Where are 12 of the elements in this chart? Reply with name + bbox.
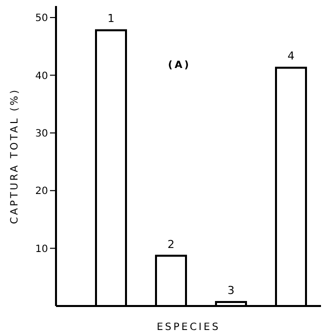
y-axis-title: CAPTURA TOTAL (%): [10, 88, 21, 224]
y-tick-label: 20: [35, 186, 48, 198]
y-tick-label: 10: [35, 244, 48, 255]
y-tick-label: 50: [35, 13, 48, 24]
y-tick-label: 40: [35, 70, 48, 82]
x-tick-label: 2: [168, 238, 174, 251]
x-tick-label: 3: [228, 284, 234, 297]
x-axis-title: ESPECIES: [156, 322, 220, 333]
y-tick-label: 30: [35, 128, 48, 140]
x-tick-label: 1: [108, 12, 114, 26]
x-tick-label: 4: [288, 50, 294, 63]
annotation: (A): [168, 60, 191, 71]
